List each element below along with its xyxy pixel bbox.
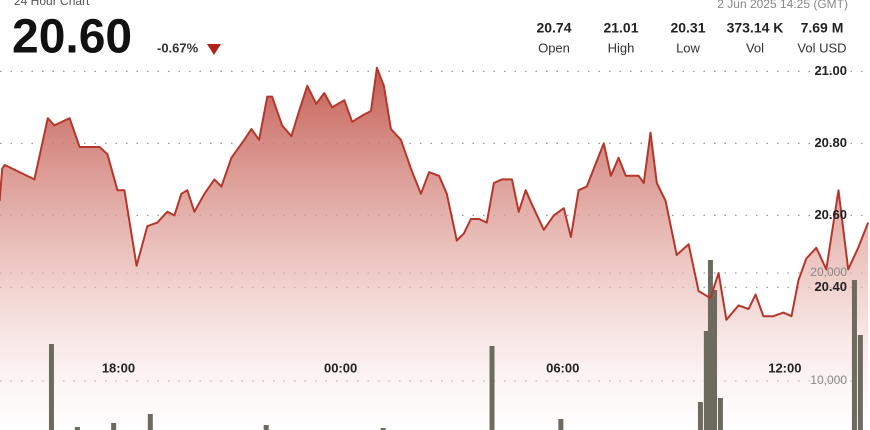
y-tick-label: 20.40	[814, 279, 847, 294]
x-tick-label: 18:00	[102, 360, 135, 375]
volume-bar	[717, 397, 723, 430]
stat-label: Vol USD	[797, 40, 846, 55]
stat-label: High	[608, 40, 635, 55]
y-tick-label: 20.60	[814, 207, 847, 222]
x-tick-label: 12:00	[768, 360, 801, 375]
y-tick-label: 10,000	[810, 373, 847, 387]
volume-bar	[74, 426, 80, 430]
volume-bar	[147, 414, 153, 430]
volume-bar	[707, 259, 713, 430]
volume-bar	[558, 419, 564, 430]
timestamp: 2 Jun 2025 14:25 (GMT)	[717, 0, 848, 11]
y-tick-label: 20.80	[814, 135, 847, 150]
x-tick-label: 00:00	[324, 360, 357, 375]
volume-bar	[697, 401, 703, 430]
price-area	[0, 67, 869, 430]
volume-bar	[489, 345, 495, 430]
stat-value: 20.31	[670, 20, 705, 36]
change: -0.67%	[157, 40, 199, 55]
stat-label: Low	[676, 40, 700, 55]
labels: 20.40 20.60 20.80 21.00 18:00 00:00 06:00 12:00…	[102, 63, 847, 387]
volume-bar	[111, 423, 117, 430]
volume-bar	[712, 289, 718, 430]
stat-value: 20.74	[536, 20, 571, 36]
chart-title: 24 Hour Chart	[14, 0, 90, 8]
marks	[0, 67, 869, 430]
volume-bar	[48, 343, 54, 430]
volume-bar	[263, 424, 269, 430]
stat-value: 21.01	[603, 20, 638, 36]
price-line	[0, 66, 870, 321]
y-tick-label: 20,000	[810, 265, 847, 279]
stat-value: 373.14 K	[727, 20, 784, 36]
y-tick-label: 21.00	[814, 63, 847, 78]
down-arrow	[207, 44, 221, 55]
stat-label: Vol	[746, 40, 764, 55]
stat-value: 7.69 M	[801, 20, 844, 36]
lines	[0, 66, 870, 321]
volume-bar	[857, 335, 863, 430]
volume-bar	[380, 428, 386, 430]
x-tick-label: 06:00	[546, 360, 579, 375]
volume-bar	[851, 279, 857, 430]
stat-label: Open	[538, 40, 570, 55]
volume-bar	[703, 330, 709, 430]
price: 20.60	[12, 11, 132, 64]
